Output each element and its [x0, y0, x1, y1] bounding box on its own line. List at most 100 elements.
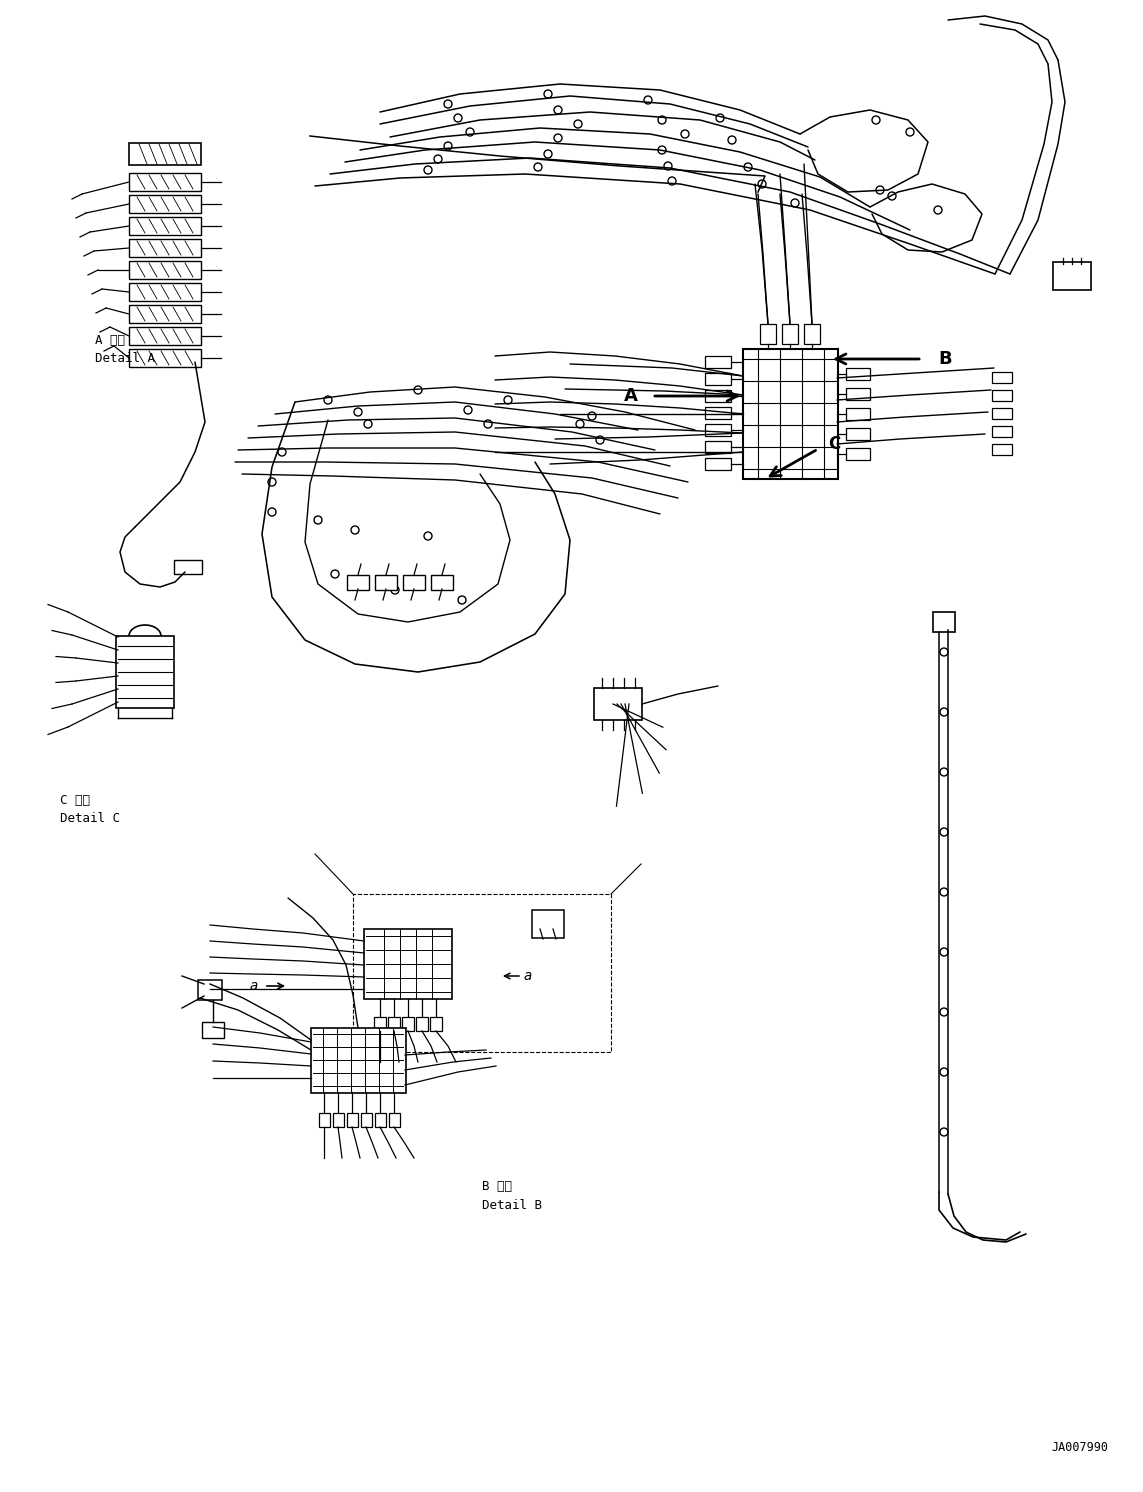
Circle shape [658, 146, 666, 154]
Bar [431, 574, 453, 589]
Circle shape [596, 436, 604, 445]
Circle shape [576, 421, 584, 428]
Bar [402, 1018, 414, 1031]
Bar [992, 389, 1012, 400]
Circle shape [323, 395, 331, 404]
Circle shape [454, 113, 462, 122]
Circle shape [668, 178, 676, 185]
Bar [705, 424, 732, 436]
Circle shape [791, 198, 799, 207]
Bar [430, 1018, 442, 1031]
Circle shape [504, 395, 512, 404]
Bar [705, 458, 732, 470]
Bar [129, 195, 201, 213]
Circle shape [716, 113, 724, 122]
Bar [594, 688, 642, 721]
Circle shape [940, 648, 948, 656]
Bar [311, 1028, 406, 1092]
Bar [416, 1018, 427, 1031]
Bar [846, 448, 870, 460]
Circle shape [940, 1068, 948, 1076]
Circle shape [940, 888, 948, 897]
Bar [403, 574, 425, 589]
Text: a: a [250, 979, 258, 994]
Text: A 詳細: A 詳細 [95, 334, 125, 348]
Bar [804, 324, 820, 345]
Circle shape [351, 527, 359, 534]
Bar [115, 636, 174, 709]
Bar [705, 357, 732, 369]
Text: Detail B: Detail B [482, 1200, 542, 1212]
Bar [174, 560, 202, 574]
Bar [933, 612, 956, 633]
Bar [363, 930, 451, 1000]
Bar [129, 304, 201, 322]
Bar [353, 894, 612, 1052]
Bar [992, 443, 1012, 455]
Bar [705, 442, 732, 454]
Circle shape [458, 595, 466, 604]
Bar [1053, 263, 1092, 289]
Bar [375, 574, 397, 589]
Circle shape [434, 155, 442, 163]
Circle shape [267, 477, 275, 486]
Text: B: B [938, 351, 952, 369]
Circle shape [681, 130, 689, 137]
Circle shape [940, 828, 948, 836]
Bar [333, 1113, 344, 1126]
Bar [387, 1018, 400, 1031]
Circle shape [728, 136, 736, 145]
Bar [346, 1113, 358, 1126]
Circle shape [554, 134, 562, 142]
Text: Detail A: Detail A [95, 352, 155, 366]
Circle shape [872, 116, 880, 124]
Bar [743, 349, 838, 479]
Bar [846, 369, 870, 380]
Text: Detail C: Detail C [59, 812, 120, 825]
Bar [705, 373, 732, 385]
Circle shape [443, 142, 451, 151]
Bar [375, 1113, 385, 1126]
Bar [129, 327, 201, 345]
Circle shape [588, 412, 596, 421]
Bar [705, 407, 732, 419]
Text: C 詳細: C 詳細 [59, 794, 90, 807]
Bar [198, 980, 222, 1000]
Circle shape [554, 106, 562, 113]
Bar [129, 349, 201, 367]
Circle shape [314, 516, 322, 524]
Circle shape [544, 151, 552, 158]
Bar [129, 239, 201, 257]
Bar [129, 216, 201, 236]
Circle shape [483, 421, 491, 428]
Circle shape [414, 386, 422, 394]
Text: a: a [523, 968, 533, 983]
Bar [360, 1113, 371, 1126]
Bar [389, 1113, 400, 1126]
Bar [846, 388, 870, 400]
Circle shape [940, 1009, 948, 1016]
Circle shape [464, 406, 472, 413]
Bar [129, 143, 201, 166]
Bar [992, 372, 1012, 382]
Text: JA007990: JA007990 [1052, 1441, 1108, 1455]
Text: C: C [828, 436, 840, 454]
Bar [846, 407, 870, 421]
Circle shape [658, 116, 666, 124]
Circle shape [906, 128, 914, 136]
Circle shape [758, 181, 766, 188]
Circle shape [888, 192, 896, 200]
Circle shape [544, 90, 552, 98]
Circle shape [940, 1128, 948, 1135]
Circle shape [443, 100, 451, 107]
Circle shape [363, 421, 371, 428]
Circle shape [424, 533, 432, 540]
Bar [531, 910, 563, 938]
Circle shape [424, 166, 432, 175]
Circle shape [744, 163, 752, 172]
Circle shape [664, 163, 672, 170]
Circle shape [391, 586, 399, 594]
Text: A: A [624, 386, 638, 404]
Bar [992, 425, 1012, 437]
Circle shape [354, 407, 362, 416]
